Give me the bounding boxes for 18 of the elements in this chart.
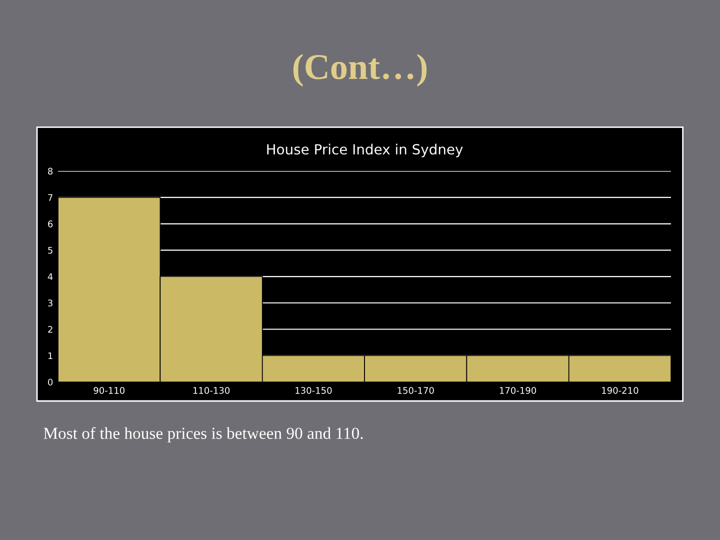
y-tick-label: 5 bbox=[48, 246, 52, 254]
x-tick-label: 170-190 bbox=[500, 387, 536, 394]
x-tick-label: 90-110 bbox=[94, 387, 125, 394]
y-tick-label: 3 bbox=[48, 300, 52, 306]
y-tick-label: 4 bbox=[48, 273, 53, 280]
text: Most of the house prices is between 90 and 110. bbox=[44, 427, 363, 442]
y-tick-label: 6 bbox=[48, 220, 53, 228]
x-tick-label: 190-210 bbox=[602, 387, 638, 394]
text: (Cont…) bbox=[293, 54, 427, 87]
y-tick-label: 8 bbox=[48, 168, 53, 175]
y-tick-label: 2 bbox=[48, 326, 52, 333]
x-tick-label: 110-130 bbox=[193, 387, 230, 394]
y-tick-label: 0 bbox=[48, 378, 53, 386]
y-tick-label: 1 bbox=[48, 352, 52, 360]
x-tick-label: 130-150 bbox=[296, 387, 332, 394]
y-tick-label: 7 bbox=[48, 194, 52, 201]
chart-title: House Price Index in Sydney bbox=[267, 144, 463, 158]
x-tick-label: 150-170 bbox=[398, 387, 434, 394]
